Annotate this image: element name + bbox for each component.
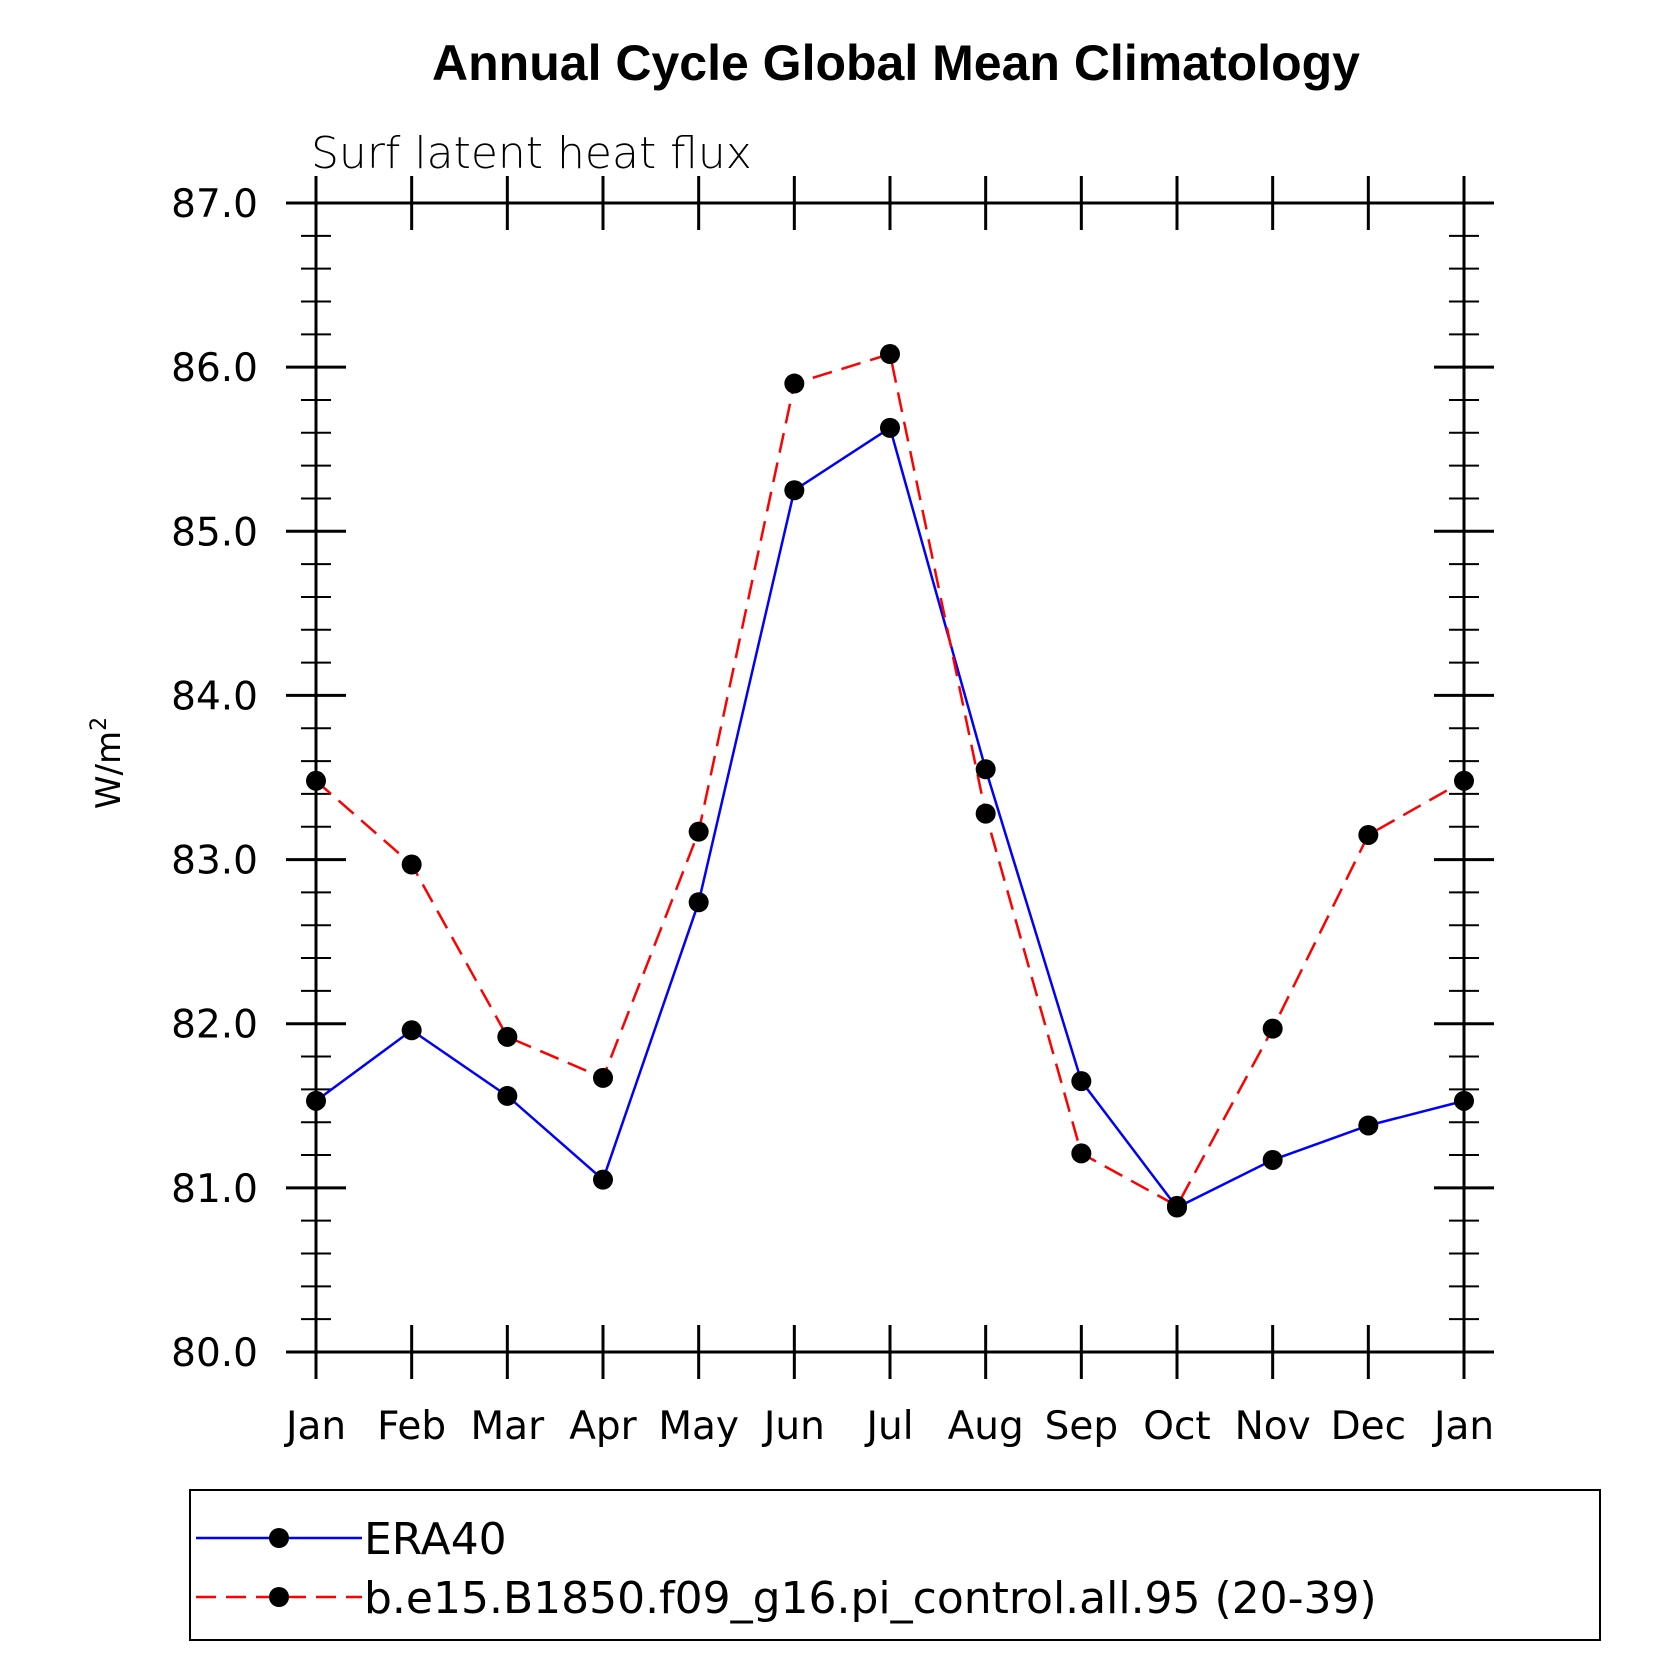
y-tick-label: 84.0	[171, 674, 258, 719]
x-tick-label: Jun	[761, 1404, 825, 1449]
x-tick-label: May	[658, 1404, 739, 1449]
series-1-point	[401, 1020, 422, 1041]
series-2-point	[1358, 824, 1379, 845]
series-1-point	[784, 480, 805, 501]
x-tick-label: Aug	[948, 1404, 1024, 1449]
series-2-point	[1262, 1018, 1283, 1039]
legend-label-1: ERA40	[364, 1514, 507, 1565]
series-1-point	[1454, 1090, 1474, 1111]
series-2-point	[1167, 1195, 1187, 1216]
x-tick-label: Mar	[471, 1404, 546, 1449]
y-axis-label-superscript: 2	[87, 717, 112, 731]
legend-label-2: b.e15.B1850.f09_g16.pi_control.all.95 (2…	[364, 1573, 1377, 1624]
series-2-point	[880, 344, 900, 365]
x-tick-label: Sep	[1045, 1404, 1119, 1449]
x-tick-label: Nov	[1235, 1404, 1311, 1449]
series-1-point	[975, 759, 996, 780]
series-1-point	[593, 1169, 613, 1190]
series-1-point	[1358, 1115, 1379, 1136]
series-1-point	[306, 1090, 326, 1111]
x-tick-label: Jan	[283, 1404, 346, 1449]
x-tick-label: Oct	[1143, 1404, 1210, 1449]
series-1-point	[497, 1085, 518, 1106]
series-2-point	[593, 1067, 613, 1088]
series-2-point	[306, 770, 326, 791]
y-tick-label: 80.0	[171, 1331, 258, 1376]
y-tick-label: 86.0	[171, 346, 258, 391]
y-tick-label: 85.0	[171, 510, 258, 555]
y-tick-label: 87.0	[171, 182, 258, 227]
series-1-point	[1071, 1071, 1092, 1092]
y-tick-label: 83.0	[171, 839, 258, 884]
plot-frame	[314, 201, 1466, 1354]
series-2-point	[1454, 770, 1474, 791]
series-1-point	[1262, 1149, 1283, 1170]
x-tick-label: Jul	[863, 1404, 913, 1449]
series-line-2	[315, 352, 1465, 1208]
series-1-point	[880, 417, 900, 438]
y-tick-label: 82.0	[171, 1003, 258, 1048]
series-2-point	[497, 1026, 518, 1047]
chart-subtitle: Surf latent heat flux	[311, 128, 752, 179]
legend-marker-2	[269, 1587, 289, 1607]
series-2-point	[1071, 1143, 1092, 1164]
series-2-point	[975, 803, 996, 824]
x-tick-label: Jan	[1431, 1404, 1494, 1449]
x-tick-label: Dec	[1331, 1404, 1406, 1449]
series-1-point	[688, 892, 709, 913]
x-tick-label: Feb	[377, 1404, 446, 1449]
legend-box	[189, 1489, 1601, 1641]
series-2-point	[784, 373, 805, 394]
x-tick-label: Apr	[569, 1404, 637, 1449]
y-tick-label: 81.0	[171, 1167, 258, 1212]
chart-title: Annual Cycle Global Mean Climatology	[432, 35, 1360, 91]
svg-text:W/m2: W/m2	[87, 717, 129, 809]
legend-marker-1	[269, 1528, 289, 1548]
y-axis-label: W/m2	[87, 717, 129, 809]
series-2-point	[401, 854, 422, 875]
series-2-point	[688, 821, 709, 842]
series-line-1	[315, 425, 1465, 1210]
y-axis-label-text: W/m	[89, 731, 129, 809]
